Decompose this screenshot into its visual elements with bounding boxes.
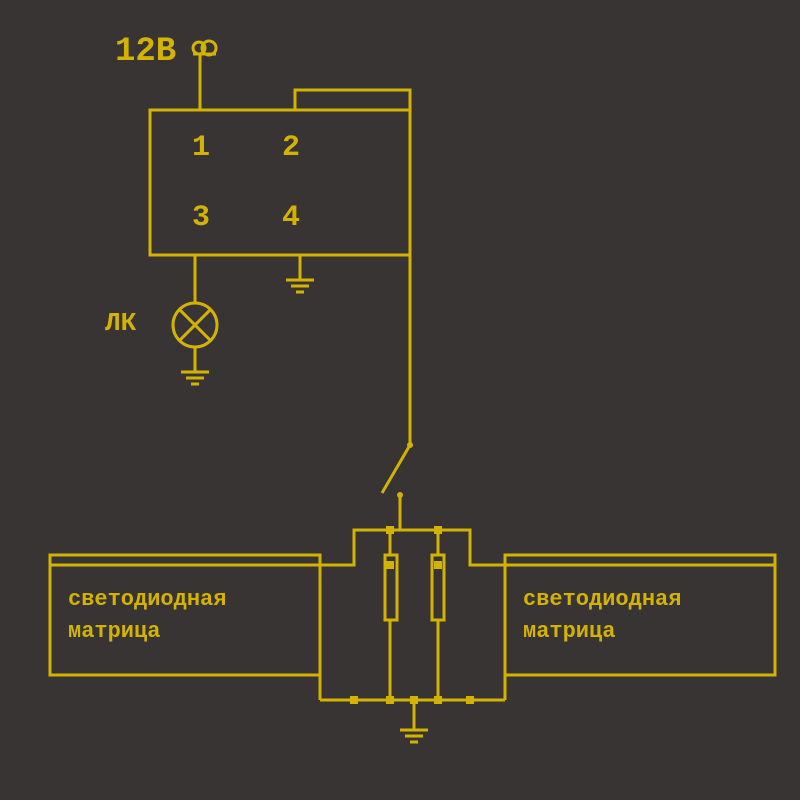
svg-text:1: 1 — [192, 131, 210, 165]
svg-text:матрица: матрица — [68, 619, 160, 644]
svg-text:светодиодная: светодиодная — [68, 587, 226, 612]
svg-text:3: 3 — [192, 201, 210, 235]
lamp-label: ЛК — [105, 308, 137, 338]
svg-text:4: 4 — [282, 201, 300, 235]
svg-text:матрица: матрица — [523, 619, 615, 644]
circuit-diagram: 12В 1 2 3 4 ЛК светодиодная матрица светодиодная… — [0, 0, 800, 800]
power-label: 12В — [115, 33, 176, 71]
svg-text:2: 2 — [282, 131, 300, 165]
svg-text:светодиодная: светодиодная — [523, 587, 681, 612]
